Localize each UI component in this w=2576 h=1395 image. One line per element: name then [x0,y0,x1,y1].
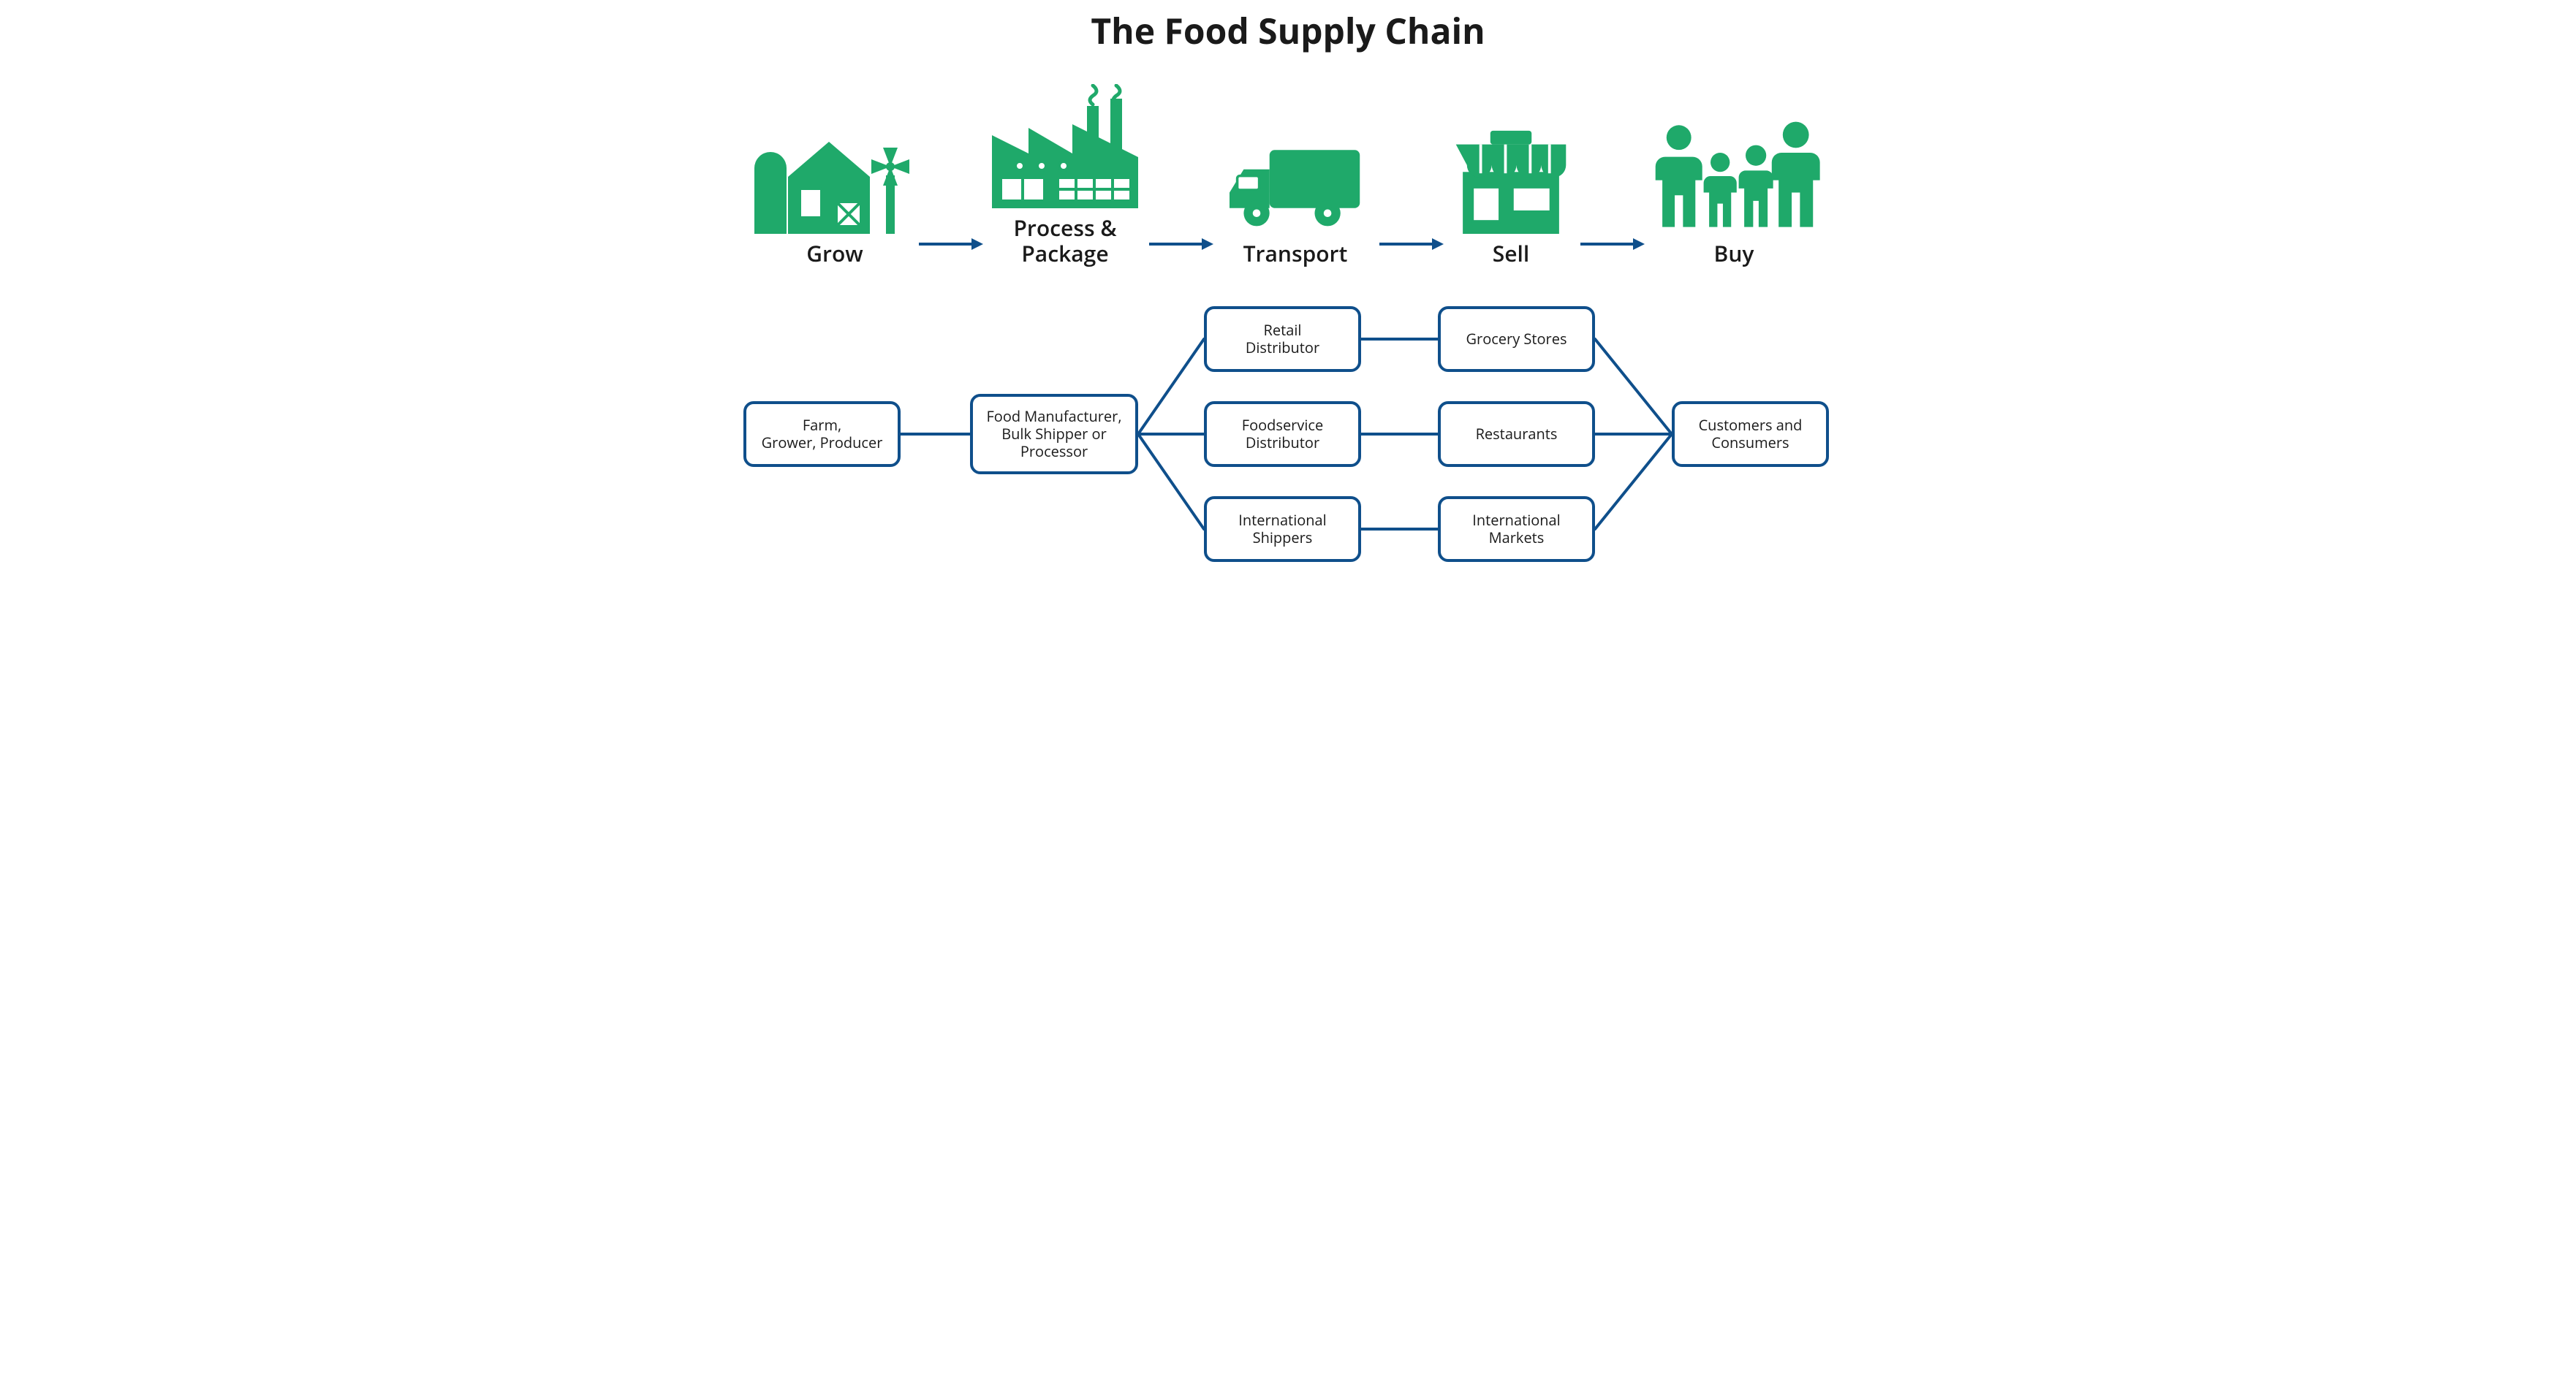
flow-node-food_dist: Foodservice Distributor [1204,401,1361,467]
stage-process: Process & Package [985,84,1145,266]
flow-node-consumers: Customers and Consumers [1672,401,1829,467]
page: The Food Supply Chain [740,7,1836,566]
flow-node-grocery: Grocery Stores [1438,306,1595,372]
stage-label: Transport [1243,241,1348,267]
flow-node-retail_dist: Retail Distributor [1204,306,1361,372]
storefront-icon [1445,110,1577,234]
stage-label: Buy [1714,241,1754,267]
arrow-icon [1579,235,1645,253]
arrow-icon [1148,235,1213,253]
stage-label: Grow [806,241,863,267]
stage-buy: Buy [1646,110,1822,267]
stage-transport: Transport [1215,110,1376,267]
flowchart: Farm, Grower, Producer Food Manufacturer,… [740,303,1836,566]
arrow-icon [1378,235,1444,253]
flow-node-manufacturer: Food Manufacturer, Bulk Shipper or Proce… [970,394,1138,474]
flow-node-intl_mkts: International Markets [1438,496,1595,562]
farm-icon [754,110,915,234]
flow-node-restaurants: Restaurants [1438,401,1595,467]
page-title: The Food Supply Chain [740,7,1836,55]
stage-label: Sell [1493,241,1530,267]
factory-icon [985,84,1145,208]
flow-node-intl_ship: International Shippers [1204,496,1361,562]
family-icon [1646,110,1822,234]
stage-label: Process & Package [1013,216,1116,266]
stage-grow: Grow [754,110,915,267]
flow-node-farm: Farm, Grower, Producer [743,401,901,467]
truck-icon [1215,110,1376,234]
stage-sell: Sell [1445,110,1577,267]
stages-row: Grow [740,84,1836,266]
arrow-icon [917,235,983,253]
